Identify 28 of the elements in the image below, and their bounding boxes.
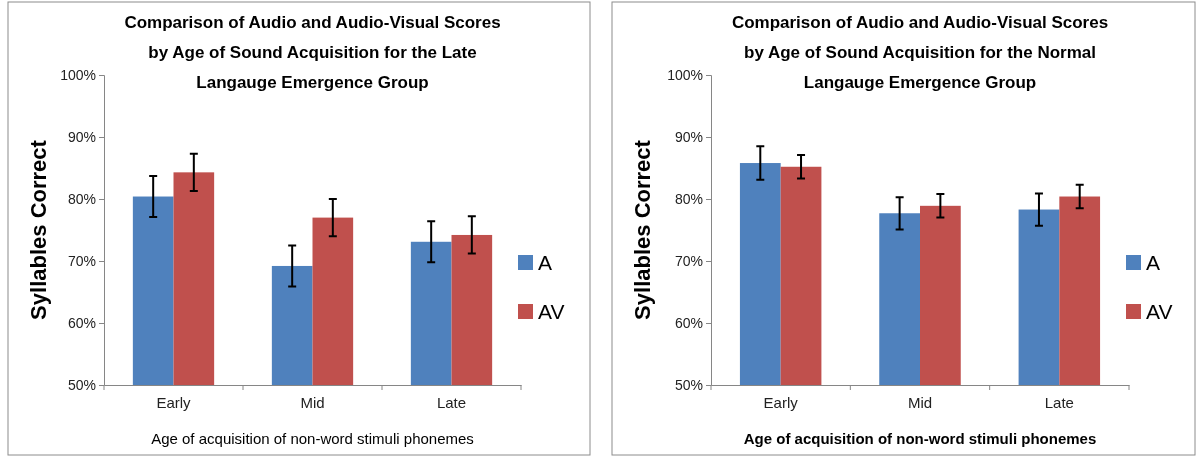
y-axis-title: Syllables Correct — [629, 139, 655, 320]
y-tick-label: 100% — [667, 66, 703, 83]
legend-label: A — [538, 251, 553, 275]
y-tick-label: 80% — [674, 190, 703, 207]
x-tick-label: Late — [436, 393, 467, 411]
x-axis-title: Age of acquisition of non-word stimuli phonemes — [743, 430, 1097, 447]
chart-title: Comparison of Audio and Audio-Visual Scores by Age of Sound Acquisition for the Late Langauge Emergence Group — [124, 13, 501, 92]
y-tick-label: 100% — [60, 66, 96, 83]
x-tick-label: Early — [156, 393, 192, 411]
x-tick-label: Mid — [907, 393, 933, 411]
y-tick-label: 70% — [674, 252, 703, 269]
legend-label: AV — [1146, 300, 1173, 324]
y-tick-label: 90% — [674, 128, 703, 145]
x-tick-label: Late — [1044, 393, 1074, 411]
y-tick-label: 60% — [674, 314, 703, 331]
y-tick-label: 50% — [67, 376, 96, 393]
y-axis-title: Syllables Correct — [25, 139, 51, 320]
chart-title: Comparison of Audio and Audio-Visual Scores by Age of Sound Acquisition for the Normal Langauge Emergence Group — [731, 13, 1109, 92]
y-tick-label: 60% — [67, 314, 96, 331]
x-tick-label: Early — [763, 393, 799, 411]
x-axis-title: Age of acquisition of non-word stimuli phonemes — [151, 430, 474, 447]
y-tick-label: 90% — [67, 128, 96, 145]
y-tick-label: 70% — [67, 252, 96, 269]
y-tick-label: 80% — [67, 190, 96, 207]
y-tick-label: 50% — [674, 376, 703, 393]
x-tick-label: Mid — [300, 393, 325, 411]
legend-label: AV — [538, 300, 565, 324]
legend-label: A — [1146, 251, 1161, 275]
